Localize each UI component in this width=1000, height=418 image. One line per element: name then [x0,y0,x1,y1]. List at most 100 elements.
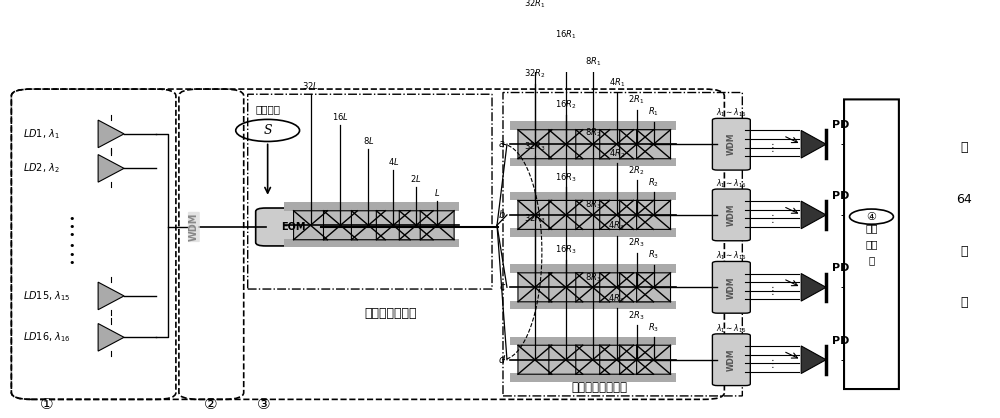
Text: PD: PD [832,191,850,201]
Text: $\lambda_1\sim\lambda_{16}$: $\lambda_1\sim\lambda_{16}$ [716,250,747,263]
Polygon shape [98,282,124,310]
Bar [510,192,676,200]
Text: $2R_1$: $2R_1$ [628,94,645,106]
Bar [420,211,454,240]
Text: $LD$15, $\lambda_{15}$: $LD$15, $\lambda_{15}$ [23,289,71,303]
Text: $2R_2$: $2R_2$ [628,165,645,177]
Text: WDM: WDM [727,349,736,371]
Bar [637,273,671,302]
Text: •
•
•: • • • [68,241,74,268]
Bar [620,273,654,302]
Text: 通: 通 [960,245,967,257]
Text: S: S [263,124,272,137]
Text: $L$: $L$ [434,187,440,198]
FancyBboxPatch shape [712,189,750,241]
Text: 道: 道 [960,296,967,309]
Bar [323,211,357,240]
Bar [576,130,610,159]
Bar [600,345,634,374]
Text: $2R_3$: $2R_3$ [628,237,645,250]
Bar [576,200,610,229]
Text: $\lambda_1\sim\lambda_{16}$: $\lambda_1\sim\lambda_{16}$ [716,107,747,120]
Polygon shape [98,155,124,182]
Text: d: d [499,355,505,365]
Bar [549,130,583,159]
Bar [600,200,634,229]
FancyBboxPatch shape [712,118,750,170]
Text: $32R_1$: $32R_1$ [524,0,546,10]
Text: $32R_3$: $32R_3$ [524,140,546,153]
Text: $32R_3$: $32R_3$ [524,213,546,225]
Text: ④: ④ [866,212,876,222]
Bar [518,273,552,302]
Bar [518,200,552,229]
Text: $R_2$: $R_2$ [648,176,659,189]
Text: c: c [500,282,505,292]
Bar [510,228,676,237]
Bar [518,130,552,159]
Text: ⋮: ⋮ [767,143,777,153]
FancyBboxPatch shape [256,208,331,246]
FancyBboxPatch shape [844,99,899,389]
Bar [576,345,610,374]
Text: $R_3$: $R_3$ [648,321,659,334]
Text: $16R_1$: $16R_1$ [555,28,577,41]
Bar [620,200,654,229]
Bar [600,273,634,302]
Bar [600,130,634,159]
Text: $4R_3$: $4R_3$ [608,219,625,232]
Text: PD: PD [832,263,850,273]
Text: PD: PD [832,336,850,346]
Text: $16L$: $16L$ [332,111,349,122]
Text: 64: 64 [956,193,972,206]
Bar [284,239,459,247]
Bar [510,121,676,130]
Text: $4R_3$: $4R_3$ [608,292,625,305]
Bar [637,345,671,374]
Text: EOM: EOM [281,222,306,232]
Text: $16R_3$: $16R_3$ [555,244,577,256]
Polygon shape [801,130,826,158]
Text: $16R_2$: $16R_2$ [555,99,577,112]
Bar [294,211,327,240]
Text: $2L$: $2L$ [410,173,422,184]
Polygon shape [98,324,124,351]
Bar [549,200,583,229]
FancyBboxPatch shape [712,334,750,385]
Bar [510,301,676,309]
Bar [284,202,459,211]
Bar [518,345,552,374]
Text: $4R_1$: $4R_1$ [609,76,625,89]
Bar [549,273,583,302]
Text: ③: ③ [257,397,270,412]
Text: 射频信号: 射频信号 [255,104,280,114]
Text: $\lambda_1\sim\lambda_{16}$: $\lambda_1\sim\lambda_{16}$ [716,322,747,335]
Bar [510,373,676,382]
Text: ⋮: ⋮ [767,214,777,224]
Text: ①: ① [39,397,53,412]
Bar [376,211,410,240]
Text: $4L$: $4L$ [388,155,399,167]
Bar [351,211,385,240]
Polygon shape [801,273,826,301]
Bar [637,200,671,229]
Bar [637,130,671,159]
Text: $16R_3$: $16R_3$ [555,171,577,184]
Text: ②: ② [204,397,218,412]
Text: $8R_2$: $8R_2$ [585,127,601,139]
Text: 可编程色散矩阵: 可编程色散矩阵 [364,307,417,320]
Text: $4R_2$: $4R_2$ [609,147,625,160]
Polygon shape [801,346,826,374]
Text: $LD$16, $\lambda_{16}$: $LD$16, $\lambda_{16}$ [23,330,71,344]
Polygon shape [801,201,826,229]
FancyBboxPatch shape [712,261,750,313]
Bar [620,345,654,374]
Text: $R_1$: $R_1$ [648,106,659,118]
Text: $8L$: $8L$ [363,135,374,146]
Text: WDM: WDM [727,133,736,155]
Text: $32R_2$: $32R_2$ [524,68,546,80]
Text: $LD$1, $\lambda_1$: $LD$1, $\lambda_1$ [23,127,60,141]
Text: $2R_3$: $2R_3$ [628,309,645,322]
Text: WDM: WDM [727,276,736,298]
Polygon shape [98,120,124,148]
